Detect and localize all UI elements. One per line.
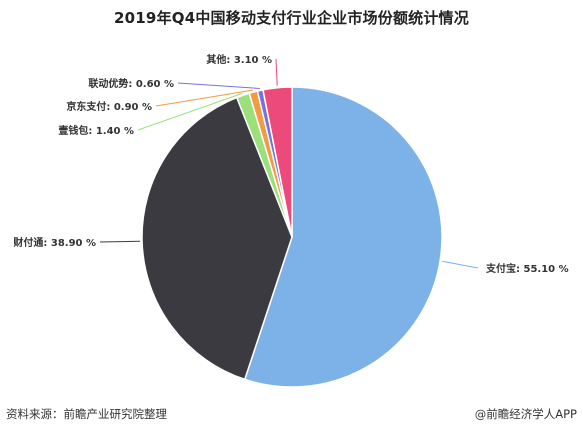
pie-slice-6 <box>262 86 293 238</box>
leader-line-1 <box>442 260 479 269</box>
leader-line-3 <box>137 92 243 131</box>
data-label-5: 联动优势: 0.60 % <box>88 77 174 90</box>
pie-slice-2 <box>141 96 293 381</box>
brand-note: @前瞻经济学人APP <box>474 407 577 421</box>
data-label-6: 其他: 3.10 % <box>206 53 272 66</box>
data-label-3: 壹钱包: 1.40 % <box>58 124 134 137</box>
leader-line-6 <box>275 58 278 86</box>
source-note: 资料来源：前瞻产业研究院整理 <box>6 407 167 421</box>
chart-title: 2019年Q4中国移动支付行业企业市场份额统计情况 <box>114 9 469 27</box>
pie-slice-1 <box>243 86 443 388</box>
leader-line-5 <box>177 82 260 89</box>
data-label-4: 京东支付: 0.90 % <box>66 100 152 113</box>
data-label-2: 财付通: 38.90 % <box>12 236 96 249</box>
leader-line-4 <box>155 89 253 107</box>
leader-line-2 <box>99 240 141 243</box>
data-label-1: 支付宝: 55.10 % <box>485 262 569 275</box>
